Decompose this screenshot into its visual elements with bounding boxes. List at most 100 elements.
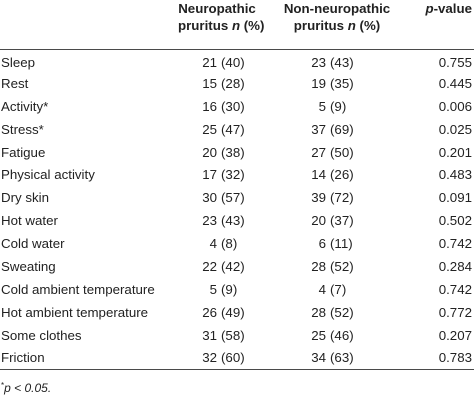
p-value-cell: 0.025: [438, 121, 472, 137]
p-value-cell: 0.755: [438, 55, 472, 71]
non-neuropathic-cell: 28 (52): [270, 301, 404, 324]
non-neuropathic-pct: (7): [330, 281, 347, 297]
neuropathic-cell: 21 (40): [178, 49, 270, 72]
non-neuropathic-pct: (72): [330, 190, 354, 206]
non-neuropathic-pct: (35): [330, 75, 354, 91]
table-row: Friction 32 (60) 34 (63) 0.783: [0, 346, 474, 370]
neuropathic-cell: 20 (38): [178, 141, 270, 164]
non-neuropathic-cell: 14 (26): [270, 163, 404, 186]
header-p-suffix: -value: [433, 1, 472, 16]
non-neuropathic-n: 34: [311, 350, 326, 366]
neuropathic-cell: 32 (60): [178, 346, 270, 370]
row-label: Physical activity: [1, 167, 95, 183]
non-neuropathic-cell: 23 (43): [270, 49, 404, 72]
header-p-letter: p: [425, 1, 434, 16]
non-neuropathic-cell: 19 (35): [270, 72, 404, 95]
header-non-neuropathic-line2: pruritus n (%): [270, 17, 404, 34]
neuropathic-cell: 26 (49): [178, 301, 270, 324]
row-label: Dry skin: [1, 190, 50, 206]
non-neuropathic-cell: 37 (69): [270, 118, 404, 141]
header-neuropathic: Neuropathic pruritus n (%): [178, 0, 270, 50]
table-row: Sweating 22 (42) 28 (52) 0.284: [0, 255, 474, 278]
non-neuropathic-cell: 34 (63): [270, 346, 404, 370]
neuropathic-n: 26: [202, 304, 217, 320]
row-label: Friction: [0, 346, 178, 370]
table-header: Neuropathic pruritus n (%) Non-neuropath…: [0, 0, 474, 50]
pruritus-table: Neuropathic pruritus n (%) Non-neuropath…: [0, 0, 474, 370]
non-neuropathic-n: 6: [318, 236, 326, 252]
p-value-cell: 0.091: [438, 190, 472, 206]
non-neuropathic-pct: (26): [330, 167, 354, 183]
header-neuropathic-line2: pruritus n (%): [178, 17, 264, 34]
header-non-neuropathic-line1: Non-neuropathic: [283, 1, 391, 16]
header-non-neuropathic-suffix: (%): [355, 18, 381, 33]
header-p-value: p-value: [404, 0, 474, 50]
neuropathic-pct: (28): [221, 75, 245, 91]
neuropathic-n: 32: [202, 350, 217, 366]
non-neuropathic-pct: (50): [330, 144, 354, 160]
p-value-cell: 0.783: [404, 346, 474, 370]
neuropathic-pct: (57): [221, 190, 245, 206]
neuropathic-pct: (43): [221, 213, 245, 229]
header-neuropathic-suffix: (%): [240, 18, 265, 33]
header-non-neuropathic-prefix: pruritus: [293, 18, 348, 33]
non-neuropathic-n: 28: [311, 304, 326, 320]
table-body: Sleep 21 (40) 23 (43) 0.755 Rest 15 (28) 19…: [0, 49, 474, 370]
non-neuropathic-n: 23: [311, 55, 326, 71]
neuropathic-n: 23: [202, 213, 217, 229]
header-neuropathic-line1: Neuropathic: [178, 1, 256, 16]
neuropathic-pct: (8): [221, 236, 238, 252]
row-label: Hot ambient temperature: [1, 304, 149, 320]
neuropathic-cell: 5 (9): [178, 278, 270, 301]
header-non-neuropathic: Non-neuropathic pruritus n (%): [270, 0, 404, 50]
neuropathic-cell: 25 (47): [178, 118, 270, 141]
neuropathic-pct: (49): [221, 304, 245, 320]
non-neuropathic-n: 19: [311, 75, 326, 91]
neuropathic-pct: (42): [221, 258, 245, 274]
table-row: Stress* 25 (47) 37 (69) 0.025: [0, 118, 474, 141]
non-neuropathic-cell: 4 (7): [270, 278, 404, 301]
p-value-cell: 0.445: [438, 75, 472, 91]
neuropathic-pct: (40): [221, 55, 245, 71]
row-label: Cold ambient temperature: [1, 281, 155, 297]
p-value-cell: 0.201: [438, 144, 472, 160]
table-row: Rest 15 (28) 19 (35) 0.445: [0, 72, 474, 95]
non-neuropathic-n: 37: [311, 121, 326, 137]
row-label: Sleep: [1, 55, 36, 71]
neuropathic-pct: (9): [221, 281, 238, 297]
p-value-cell: 0.483: [438, 167, 472, 183]
table-row: Dry skin 30 (57) 39 (72) 0.091: [0, 186, 474, 209]
non-neuropathic-cell: 28 (52): [270, 255, 404, 278]
neuropathic-n: 15: [202, 75, 217, 91]
neuropathic-n: 21: [202, 55, 217, 71]
neuropathic-pct: (30): [221, 98, 245, 114]
p-value-cell: 0.006: [438, 98, 472, 114]
row-label: Rest: [1, 75, 29, 91]
header-row: Neuropathic pruritus n (%) Non-neuropath…: [0, 0, 474, 50]
footnote-text: p < 0.05.: [4, 381, 52, 395]
non-neuropathic-pct: (69): [330, 121, 354, 137]
neuropathic-cell: 17 (32): [178, 163, 270, 186]
p-value-cell: 0.207: [438, 327, 472, 343]
p-value-cell: 0.742: [438, 236, 472, 252]
data-table-container: Neuropathic pruritus n (%) Non-neuropath…: [0, 0, 474, 370]
table-row: Sleep 21 (40) 23 (43) 0.755: [0, 49, 474, 72]
header-neuropathic-prefix: pruritus: [178, 18, 232, 33]
neuropathic-cell: 16 (30): [178, 95, 270, 118]
non-neuropathic-pct: (52): [330, 304, 354, 320]
table-row: Fatigue 20 (38) 27 (50) 0.201: [0, 141, 474, 164]
table-row: Hot ambient temperature 26 (49) 28 (52) 0.…: [0, 301, 474, 324]
neuropathic-n: 16: [202, 98, 217, 114]
non-neuropathic-cell: 20 (37): [270, 209, 404, 232]
neuropathic-pct: (32): [221, 167, 245, 183]
non-neuropathic-pct: (11): [330, 236, 353, 252]
non-neuropathic-n: 25: [311, 327, 326, 343]
row-label: Sweating: [1, 258, 56, 274]
header-neuropathic-n: n: [231, 18, 241, 33]
row-label: Activity*: [1, 98, 49, 114]
non-neuropathic-n: 27: [311, 144, 326, 160]
header-label-cell: [0, 0, 178, 50]
neuropathic-cell: 22 (42): [178, 255, 270, 278]
row-label: Hot water: [1, 213, 58, 229]
footnote-marker: *: [1, 381, 5, 390]
